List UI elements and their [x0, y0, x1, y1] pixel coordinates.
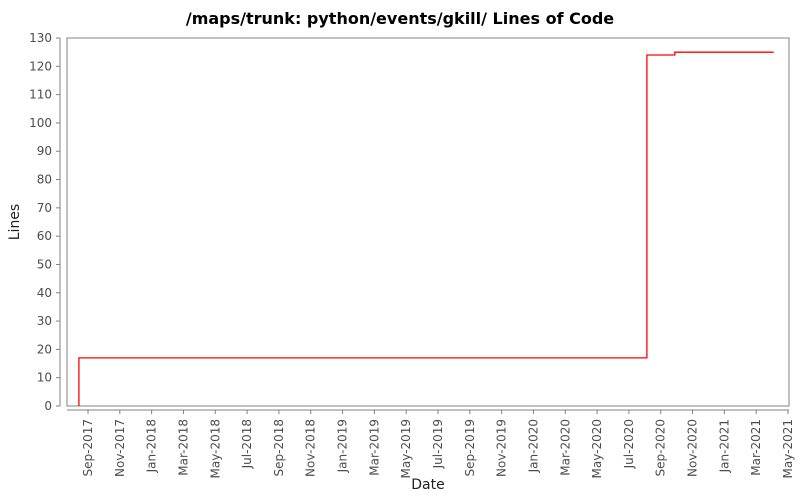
x-tick-label: Nov-2019 — [495, 419, 509, 477]
x-tick-label: Nov-2017 — [113, 419, 127, 477]
y-tick-label: 130 — [29, 31, 52, 45]
y-tick-label: 100 — [29, 116, 52, 130]
y-tick-label: 40 — [37, 286, 52, 300]
y-tick-label: 30 — [37, 314, 52, 328]
x-tick-label: Sep-2017 — [81, 419, 95, 477]
x-tick-label: May-2018 — [208, 419, 222, 478]
x-tick-label: Jan-2021 — [717, 419, 731, 473]
y-tick-label: 20 — [37, 342, 52, 356]
y-tick-label: 0 — [44, 399, 52, 413]
x-tick-label: Nov-2018 — [304, 419, 318, 477]
x-tick-label: Sep-2020 — [654, 419, 668, 477]
x-tick-label: Mar-2019 — [367, 419, 381, 476]
x-tick-label: May-2019 — [399, 419, 413, 478]
y-tick-label: 60 — [37, 229, 52, 243]
x-tick-label: Nov-2020 — [686, 419, 700, 477]
x-tick-label: Jan-2018 — [145, 419, 159, 473]
x-tick-label: Jan-2019 — [336, 419, 350, 473]
x-tick-label: Jul-2019 — [431, 419, 445, 469]
plot-area: 0 10 20 30 40 50 60 70 80 90 100 110 120 130 Sep-2017 N… — [29, 31, 795, 478]
y-tick-label: 10 — [37, 371, 52, 385]
y-tick-label: 70 — [37, 201, 52, 215]
x-tick-label: Mar-2018 — [176, 419, 190, 476]
x-tick-label: Mar-2021 — [749, 419, 763, 476]
y-tick-label: 90 — [37, 144, 52, 158]
y-tick-label: 50 — [37, 257, 52, 271]
plot-frame — [66, 37, 790, 407]
y-axis-label: Lines — [7, 204, 23, 240]
series-line — [78, 51, 774, 406]
x-tick-label: Sep-2019 — [463, 419, 477, 477]
y-tick-label: 110 — [29, 88, 52, 102]
y-tick-label: 80 — [37, 173, 52, 187]
x-tick-label: Sep-2018 — [272, 419, 286, 477]
x-axis-label: Date — [411, 477, 444, 493]
x-tick-label: Jul-2018 — [240, 419, 254, 469]
x-tick-label: May-2020 — [590, 419, 604, 478]
x-tick-label: Mar-2020 — [558, 419, 572, 476]
x-tick-label: Jan-2020 — [526, 419, 540, 473]
x-tick-label: Jul-2020 — [622, 419, 636, 469]
chart-title: /maps/trunk: python/events/gkill/ Lines … — [186, 9, 614, 28]
x-tick-label: May-2021 — [781, 419, 795, 478]
y-tick-label: 120 — [29, 59, 52, 73]
